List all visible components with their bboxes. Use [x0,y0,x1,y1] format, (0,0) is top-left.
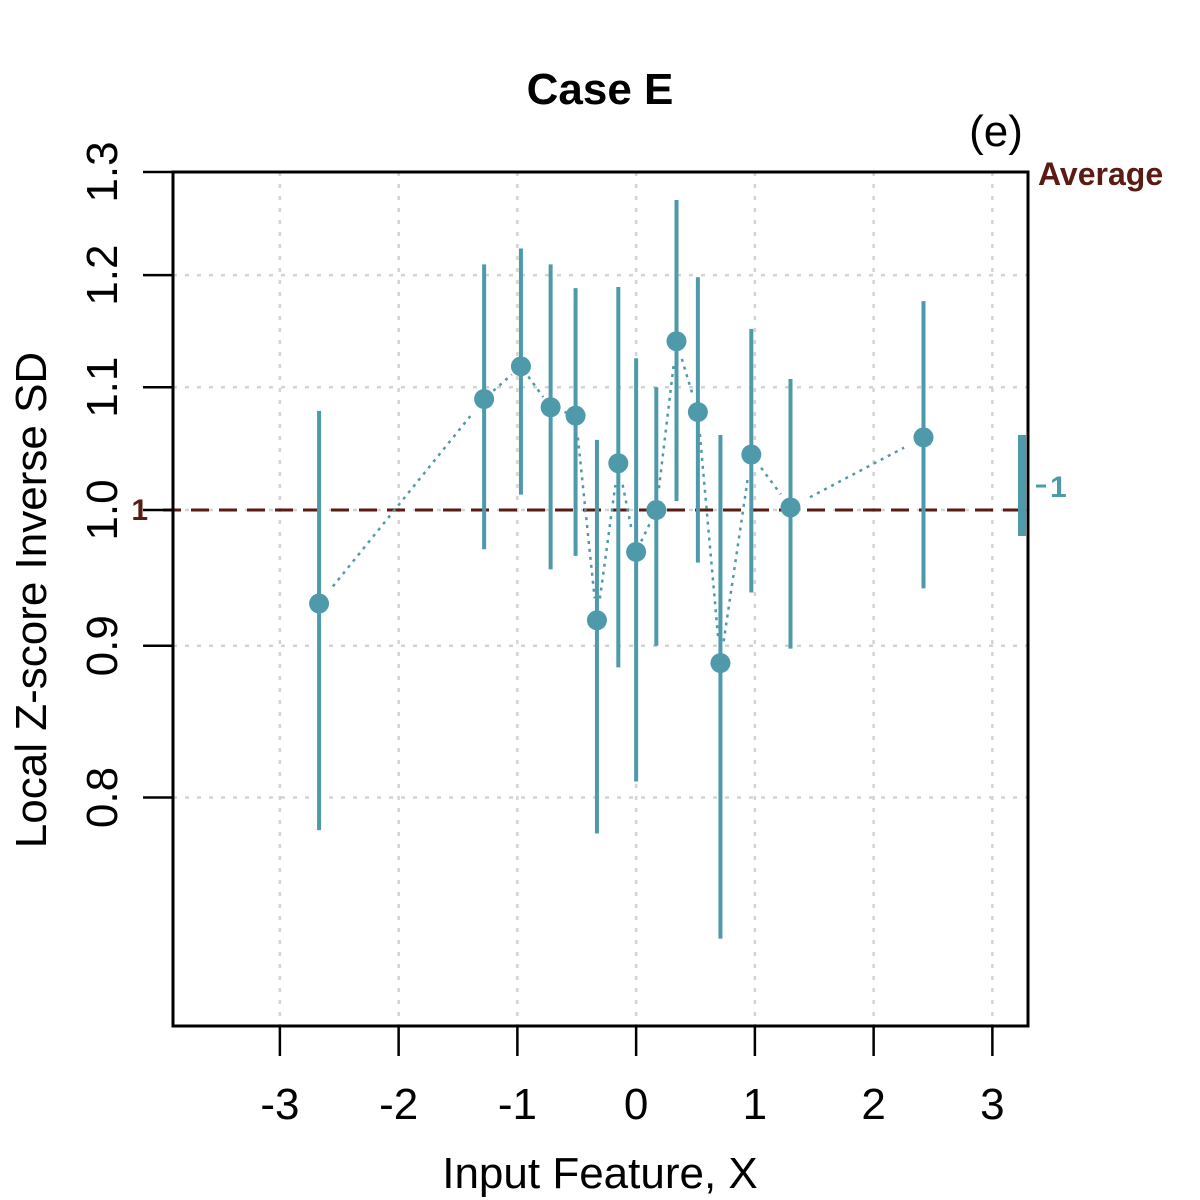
data-point [586,610,607,631]
data-point [309,593,330,614]
data-point [540,397,561,418]
x-tick-label: 3 [980,1080,1004,1129]
data-point [913,427,934,448]
connector-segment [492,373,513,392]
connector-segment [657,362,676,489]
y-tick-label: 1.0 [78,479,127,540]
connector-segment [621,484,634,531]
axis-layer: -3 -2 -1 0 1 2 3 0.8 0.9 1.0 1.1 1.2 1.3 [78,141,1005,1129]
x-tick-label: -1 [498,1080,537,1129]
y-tick-label: 1.2 [78,245,127,306]
x-tick-label: 2 [861,1080,885,1129]
plot-frame [171,170,1030,1028]
data-point [687,402,708,423]
average-label: Average [1038,156,1163,192]
connector-segment [680,358,694,395]
chart-title: Case E [527,65,674,114]
x-tick-label: -3 [260,1080,299,1129]
y-axis-label: Local Z-score Inverse SD [7,352,56,848]
data-point [666,331,687,352]
connector-segment [760,467,782,495]
grid-layer [173,170,1028,1026]
connector-segment [640,519,653,542]
reference-line-label: 1 [131,494,148,527]
x-tick-label: 1 [743,1080,767,1129]
connector-segment [598,484,617,599]
connector-segment [331,415,472,588]
data-point [510,356,531,377]
y-tick-label: 0.8 [78,767,127,828]
data-point [741,444,762,465]
x-tick-label: -2 [379,1080,418,1129]
data-point [646,500,667,521]
connector-segment [722,476,750,642]
y-tick-label: 1.1 [78,357,127,418]
connector-segment [698,433,720,642]
y-tick-label: 1.3 [78,141,127,202]
x-axis-label: Input Feature, X [442,1149,758,1198]
data-point [710,653,731,674]
average-marker-label: 1 [1050,471,1067,504]
y-tick-label: 0.9 [78,615,127,676]
connector-segment [809,446,905,499]
data-point [780,497,801,518]
reference-layer: 11 [131,434,1067,537]
data-point [626,541,647,562]
panel-label: (e) [969,107,1023,156]
connector-segment [576,437,596,599]
data-point [608,453,629,474]
data-point [474,388,495,409]
series-layer [309,200,934,939]
data-point [565,405,586,426]
x-tick-label: 0 [624,1080,648,1129]
